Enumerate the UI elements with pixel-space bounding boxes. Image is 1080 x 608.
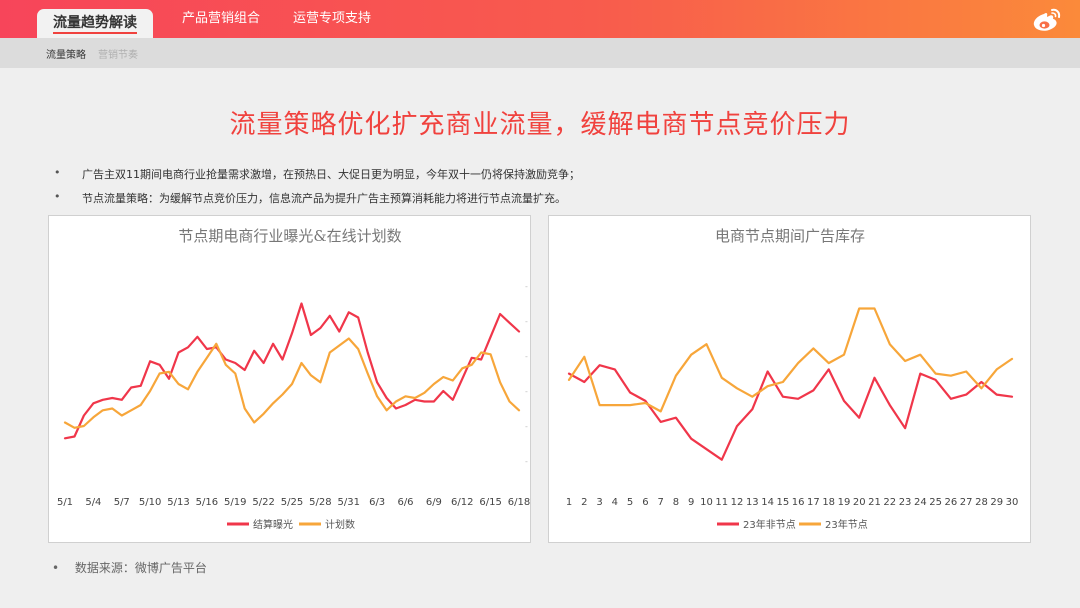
x-axis-tick-label: 3 [596,497,602,508]
data-source-note: • 数据来源：微博广告平台 [52,559,207,576]
x-axis-tick-label: 23 [899,497,912,508]
x-axis-tick-label: 5/31 [338,497,360,508]
tab-operations-support-label: 运营专项支持 [293,11,372,26]
active-tab-underline [53,32,137,34]
subtab-marketing-rhythm[interactable]: 营销节奏 [98,50,138,61]
chart-exposure-plans: 节点期电商行业曝光&在线计划数 - - - - - - 5/1 5/4 5/7 5/10 5/13 5/… [57,227,530,531]
legend-label: 结算曝光 [253,518,293,531]
y-axis-tick: - [525,282,528,291]
x-axis-tick-label: 14 [761,497,774,508]
y-axis-tick: - [525,422,528,431]
x-axis-tick-label: 26 [945,497,958,508]
tab-product-marketing-label: 产品营销组合 [182,11,261,26]
x-axis-tick-label: 5/19 [224,497,246,508]
x-axis-tick-label: 25 [929,497,942,508]
chart-title: 节点期电商行业曝光&在线计划数 [178,227,401,245]
x-axis-tick-label: 5 [627,497,633,508]
x-axis-tick-label: 6/15 [479,497,501,508]
x-axis-tick-label: 5/22 [252,497,274,508]
x-axis-tick-label: 17 [807,497,820,508]
x-axis-tick-label: 6/3 [369,497,385,508]
x-axis-tick-label: 16 [792,497,805,508]
x-axis-tick-label: 12 [731,497,744,508]
x-axis-tick-label: 30 [1006,497,1019,508]
series-line-1 [63,302,521,440]
x-axis-tick-label: 29 [990,497,1003,508]
y-axis-tick: - [525,387,528,396]
series-line-2 [63,337,521,429]
y-axis-tick: - [525,317,528,326]
x-axis-tick-label: 21 [868,497,881,508]
x-axis-tick-label: 8 [673,497,679,508]
x-axis-tick-label: 20 [853,497,866,508]
sub-navigation-bar: 流量策略 营销节奏 [0,38,1080,68]
bullet-text-1: 广告主双11期间电商行业抢量需求激增，在预热日、大促日更为明显，今年双十一仍将保… [82,168,580,181]
x-axis-tick-label: 5/13 [167,497,189,508]
bullet-dot: • [54,190,61,203]
legend-label: 23年节点 [825,518,868,531]
x-axis-tick-label: 5/16 [196,497,218,508]
x-axis-tick-label: 18 [822,497,835,508]
x-axis-tick-label: 5/28 [309,497,331,508]
x-axis-tick-label: 22 [883,497,896,508]
x-axis-tick-label: 5/4 [85,497,101,508]
x-axis-tick-label: 6/6 [397,497,413,508]
x-axis-tick-label: 24 [914,497,927,508]
x-axis-tick-label: 5/25 [281,497,303,508]
x-axis-tick-label: 2 [581,497,587,508]
x-axis-tick-label: 6/18 [508,497,530,508]
x-axis-tick-label: 9 [688,497,694,508]
x-axis-tick-label: 6 [642,497,648,508]
bullet-dot: • [54,166,61,179]
x-axis-tick-label: 6/12 [451,497,473,508]
page-title: 流量策略优化扩充商业流量，缓解电商节点竞价压力 [229,110,851,140]
bullet-text-2: 节点流量策略：为缓解节点竞价压力，信息流产品为提升广告主预算消耗能力将进行节点流… [82,192,566,205]
y-axis-tick: - [525,352,528,361]
x-axis-tick-label: 4 [612,497,618,508]
x-axis-tick-label: 15 [776,497,789,508]
x-axis-tick-label: 28 [975,497,988,508]
series-line-1 [567,364,1014,461]
x-axis-tick-label: 5/7 [114,497,130,508]
tab-traffic-trend-label: 流量趋势解读 [53,15,137,31]
subtab-traffic-strategy[interactable]: 流量策略 [46,50,86,61]
top-navigation-bar: 流量趋势解读 产品营销组合 运营专项支持 [0,0,1080,38]
series-line-2 [567,307,1014,413]
chart-card-exposure: 节点期电商行业曝光&在线计划数 - - - - - - 5/1 5/4 5/7 5/10 5/13 5/… [48,215,531,543]
x-axis-tick-label: 6/9 [426,497,442,508]
x-axis-tick-label: 19 [838,497,851,508]
x-axis-tick-label: 13 [746,497,759,508]
legend-label: 计划数 [325,518,355,531]
legend-label: 23年非节点 [743,518,796,531]
x-axis-tick-label: 1 [566,497,572,508]
x-axis-tick-label: 10 [700,497,713,508]
x-axis-tick-label: 5/10 [139,497,161,508]
x-axis-tick-label: 5/1 [57,497,73,508]
footer-bullet: • [52,561,60,575]
tab-operations-support[interactable]: 运营专项支持 [293,0,371,38]
chart-card-inventory: 电商节点期间广告库存 1 2 3 4 5 6 7 8 9 10 11 12 13 14 15 16 17 18 19 2… [548,215,1031,543]
y-axis-tick: - [525,457,528,466]
x-axis-tick-label: 11 [715,497,728,508]
x-axis-tick-label: 7 [657,497,663,508]
tab-traffic-trend[interactable]: 流量趋势解读 [37,9,153,38]
x-axis-tick-label: 27 [960,497,973,508]
tab-product-marketing[interactable]: 产品营销组合 [182,0,260,38]
weibo-logo-icon [1032,7,1062,37]
data-source-text: 数据来源：微博广告平台 [74,561,207,575]
chart-title: 电商节点期间广告库存 [715,227,865,245]
